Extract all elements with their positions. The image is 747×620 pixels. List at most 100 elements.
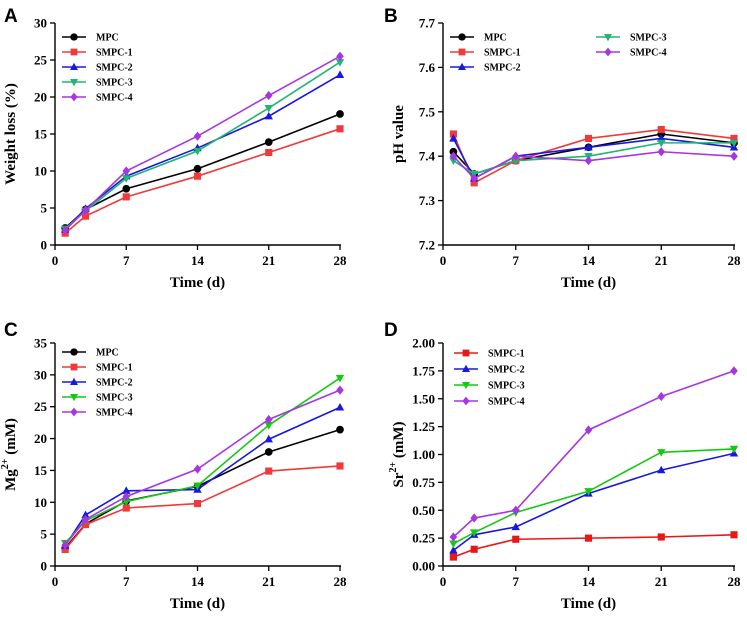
data-point [81,212,90,220]
x-tick-label: 28 [728,574,742,589]
legend-label: SMPC-3 [96,393,133,404]
data-point [584,134,593,143]
x-tick-label: 0 [440,253,447,268]
data-point [511,505,520,515]
series-line [64,128,341,234]
y-tick-label: 25 [34,53,48,68]
data-point [193,482,202,491]
data-point [193,131,202,141]
x-tick-label: 0 [440,574,447,589]
y-axis-title-superscript: 2+ [0,458,11,469]
legend-label: SMPC-2 [96,378,133,389]
y-axis-title-superscript: 2+ [388,462,399,473]
series-line [452,150,735,180]
legend-item: SMPC-1 [450,48,521,59]
data-point [657,449,666,457]
series-smpc-4 [449,147,738,184]
data-point [336,425,344,434]
data-point [657,147,666,157]
legend-label: SMPC-1 [488,349,525,360]
panel-letter: D [384,320,398,341]
y-tick-label: 35 [34,336,48,351]
legend-swatch-marker [462,349,470,357]
series-line [64,74,341,231]
data-point [657,134,666,142]
data-point [122,193,130,201]
legend-item: SMPC-4 [454,397,525,408]
data-point [657,139,666,148]
legend-label: SMPC-1 [96,48,133,59]
y-axis-title-main: pH value [391,105,407,163]
legend-swatch-marker [458,48,466,56]
series-line [64,406,341,547]
data-point [193,164,202,173]
data-point [264,448,273,456]
x-tick-label: 14 [191,574,205,589]
legend-item: SMPC-1 [454,349,525,360]
legend-swatch-marker [458,62,466,70]
panel-d: D 0 7 14 21 28 0.00 0.25 0.50 0.75 1.00 1.25 1.50 1.7… [384,320,741,612]
legend-swatch-marker [462,382,470,390]
series-smpc-3 [449,445,739,549]
series-smpc-4 [449,366,738,542]
legend-item: SMPC-3 [62,393,133,404]
y-tick-label: 30 [34,367,47,382]
data-point [264,138,273,147]
x-tick-label: 0 [52,253,59,268]
y-tick-label: 5 [41,527,48,542]
y-tick-label: 15 [34,463,48,478]
series-mpc [61,425,344,553]
series-smpc-1 [449,125,738,187]
series-smpc-2 [449,134,739,182]
data-point [730,366,738,376]
legend-label: SMPC-4 [488,397,525,408]
data-point [335,402,345,411]
legend-label: MPC [96,348,119,359]
data-point [657,465,666,474]
legend-label: SMPC-1 [96,363,133,374]
y-tick-label: 10 [34,164,47,179]
data-point [336,462,344,470]
y-tick-label: 5 [41,201,48,216]
data-point [449,151,458,161]
legend-label: SMPC-4 [630,48,667,59]
legend-item: SMPC-4 [62,93,133,104]
legend-swatch-marker [604,47,612,57]
x-tick-label: 14 [582,574,596,589]
data-point [81,514,90,525]
data-point [193,147,202,156]
data-point [264,422,273,430]
data-point [584,534,593,542]
y-tick-label: 1.00 [412,447,435,462]
data-point [449,553,457,561]
legend-swatch-marker [70,377,78,385]
x-tick-label: 0 [52,574,59,589]
x-tick-label: 14 [582,253,596,268]
data-point [264,111,273,120]
data-point [81,510,90,519]
y-axis-title: Mg2+ (mM) [0,418,19,491]
y-tick-label: 25 [34,399,48,414]
data-point [122,491,131,502]
x-axis-title: Time (d) [170,275,225,291]
x-tick-label: 28 [334,574,348,589]
legend-label: SMPC-4 [96,93,133,104]
data-point [584,425,593,435]
series-smpc-4 [61,385,344,550]
legend-item: SMPC-4 [596,48,667,59]
x-axis-title: Time (d) [561,596,616,612]
data-point [584,156,593,166]
legend-swatch-marker [604,34,612,42]
y-tick-label: 7.4 [419,149,436,164]
data-point [193,172,202,180]
legend-swatch-marker [70,92,78,102]
y-axis-title-main: Sr [391,472,407,487]
data-point [511,157,520,166]
legend-label: SMPC-2 [484,63,521,74]
panel-b: B 0 7 14 21 28 7.2 7.3 7.4 7.5 7.6 7.7 Time (d) pH va… [384,6,741,291]
x-tick-label: 21 [655,253,668,268]
legend-item: MPC [450,33,507,44]
data-point [264,104,273,113]
x-tick-label: 7 [513,574,520,589]
y-axis-title-unit: (mM) [391,421,407,461]
